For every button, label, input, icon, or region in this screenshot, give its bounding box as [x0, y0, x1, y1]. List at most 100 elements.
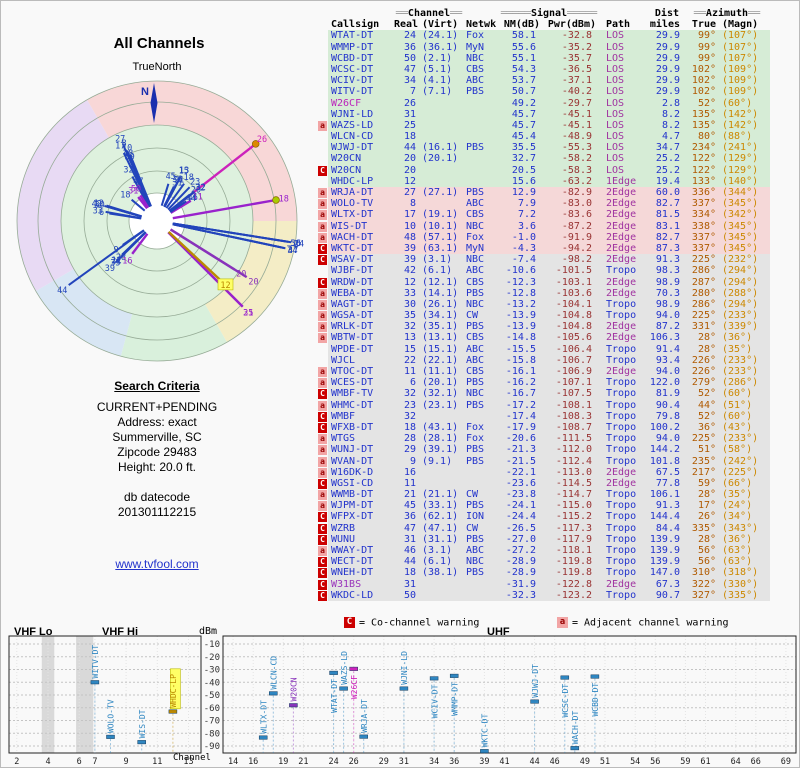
callsign-link[interactable]: WJNI-LD	[328, 108, 394, 120]
callsign-link[interactable]: WCIV-DT	[328, 75, 394, 87]
callsign-link[interactable]: WAGT-DT	[328, 298, 394, 311]
cell-azimuth-magnetic: (36°)	[718, 332, 770, 344]
svg-text:36: 36	[172, 175, 182, 185]
callsign-link[interactable]: WITV-DT	[328, 86, 394, 98]
callsign-link[interactable]: W16DK-D	[328, 466, 394, 478]
callsign-link[interactable]: WVAN-DT	[328, 455, 394, 467]
cell-azimuth-true: 135°	[684, 108, 718, 120]
cell-virtual-channel: (27.1)	[420, 187, 464, 199]
cell-path: LOS	[598, 153, 644, 165]
svg-text:33: 33	[93, 207, 103, 217]
cell-network: PBS	[464, 399, 500, 411]
callsign-link[interactable]: WZRB	[328, 522, 394, 534]
cell-nm-db: -17.4	[500, 410, 540, 422]
callsign-link[interactable]: WSAV-DT	[328, 254, 394, 266]
cochannel-warning-flag: C	[318, 590, 327, 601]
callsign-link[interactable]: WKDC-LD	[328, 589, 394, 601]
callsign-link[interactable]: WCBD-DT	[328, 52, 394, 64]
callsign-link[interactable]: WIS-DT	[328, 220, 394, 232]
callsign-link[interactable]: WKTC-DT	[328, 242, 394, 255]
callsign-link[interactable]: WJWJ-DT	[328, 142, 394, 154]
callsign-link[interactable]: WAZS-LD	[328, 119, 394, 132]
cochannel-warning-flag: C	[318, 389, 327, 400]
cell-path: 2Edge	[598, 477, 644, 490]
callsign-link[interactable]: WRLK-DT	[328, 321, 394, 333]
callsign-link[interactable]: WOLO-TV	[328, 198, 394, 210]
cell-network: ABC	[464, 265, 500, 277]
callsign-link[interactable]: WFPX-DT	[328, 511, 394, 523]
cell-azimuth-true: 26°	[684, 511, 718, 523]
cell-real-channel: 18	[394, 567, 420, 579]
datecode-value: 201301112215	[117, 505, 197, 519]
cell-virtual-channel: (21.1)	[420, 489, 464, 501]
svg-text:15: 15	[179, 167, 189, 177]
svg-text:39: 39	[124, 152, 134, 162]
callsign-link[interactable]: WBTW-DT	[328, 332, 394, 344]
table-row: a WRJA-DT 27 (27.1) PBS 12.9 -82.9 2Edge 60.0 336…	[318, 187, 770, 199]
cell-network: CBS	[464, 332, 500, 344]
callsign-link[interactable]: WACH-DT	[328, 231, 394, 243]
callsign-link[interactable]: WCES-DT	[328, 377, 394, 389]
callsign-link[interactable]: WMMP-DT	[328, 41, 394, 53]
callsign-link[interactable]: WMBF-TV	[328, 388, 394, 400]
callsign-link[interactable]: WHDC-LP	[328, 175, 394, 187]
cell-network: MyN	[464, 242, 500, 255]
cell-distance: 83.1	[644, 220, 684, 232]
col-header-nm: NM(dB)	[503, 19, 540, 31]
callsign-link[interactable]: WLTX-DT	[328, 209, 394, 221]
tvfool-link[interactable]: www.tvfool.com	[115, 557, 199, 571]
cell-azimuth-true: 235°	[684, 455, 718, 467]
callsign-link[interactable]: W20CN	[328, 153, 394, 165]
callsign-link[interactable]: WCSC-DT	[328, 63, 394, 76]
callsign-link[interactable]: WPDE-DT	[328, 343, 394, 355]
callsign-link[interactable]: WLCN-CD	[328, 131, 394, 143]
callsign-link[interactable]: WJCL	[328, 354, 394, 366]
callsign-link[interactable]: WFXB-DT	[328, 421, 394, 434]
cell-path: 2Edge	[598, 254, 644, 266]
adjacent-legend: a = Adjacent channel warning	[557, 617, 729, 629]
callsign-link[interactable]: WNEH-DT	[328, 567, 394, 579]
callsign-link[interactable]: WUNJ-DT	[328, 444, 394, 456]
adjacent-warning-flag: a	[318, 299, 327, 310]
adjacent-warning-flag: a	[318, 120, 327, 131]
svg-text:31: 31	[399, 757, 409, 767]
callsign-link[interactable]: WUNU	[328, 533, 394, 545]
callsign-link[interactable]: WECT-DT	[328, 556, 394, 568]
callsign-link[interactable]: WTOC-DT	[328, 366, 394, 378]
callsign-link[interactable]: WJPM-DT	[328, 500, 394, 512]
table-row: C W31BS 31 -31.9 -122.8 2Edge 67.3 322° (330°)	[318, 578, 770, 590]
callsign-link[interactable]: WWMB-DT	[328, 489, 394, 501]
table-row: WCSC-DT 47 (5.1) CBS 54.3 -36.5 LOS 29.9 102° (10…	[318, 63, 770, 76]
cell-azimuth-magnetic: (35°)	[718, 343, 770, 355]
callsign-link[interactable]: WWAY-DT	[328, 545, 394, 557]
cell-azimuth-true: 122°	[684, 153, 718, 165]
callsign-link[interactable]: W26CF	[328, 97, 394, 109]
cochannel-warning-flag: C	[318, 243, 327, 254]
callsign-link[interactable]: W20CN	[328, 164, 394, 176]
cell-virtual-channel: (10.1)	[420, 220, 464, 232]
callsign-link[interactable]: WRDW-DT	[328, 276, 394, 288]
table-row: a WAGT-DT 30 (26.1) NBC -13.2 -104.1 Tropo 98.9 2…	[318, 298, 770, 311]
warning-flag-cell	[318, 86, 328, 97]
cell-real-channel: 28	[394, 433, 420, 445]
callsign-link[interactable]: WGSI-CD	[328, 477, 394, 490]
cell-path: 2Edge	[598, 209, 644, 221]
callsign-link[interactable]: W31BS	[328, 578, 394, 590]
cell-path: Tropo	[598, 455, 644, 467]
callsign-link[interactable]: WJBF-DT	[328, 265, 394, 277]
callsign-link[interactable]: WRJA-DT	[328, 187, 394, 199]
callsign-link[interactable]: WMBF	[328, 410, 394, 422]
callsign-link[interactable]: WEBA-DT	[328, 287, 394, 299]
callsign-link[interactable]: WTAT-DT	[328, 30, 394, 42]
cell-real-channel: 39	[394, 254, 420, 266]
callsign-link[interactable]: WGSA-DT	[328, 310, 394, 322]
warning-flag-cell: a	[318, 321, 328, 333]
callsign-link[interactable]: WTGS	[328, 433, 394, 445]
cell-azimuth-true: 52°	[684, 410, 718, 422]
cell-nm-db: -27.0	[500, 533, 540, 545]
cochannel-warning-flag: C	[318, 579, 327, 590]
cochannel-warning-flag: C	[318, 277, 327, 288]
warning-flag-cell: C	[318, 243, 328, 254]
callsign-link[interactable]: WHMC-DT	[328, 399, 394, 411]
cell-nm-db: 32.7	[500, 153, 540, 165]
